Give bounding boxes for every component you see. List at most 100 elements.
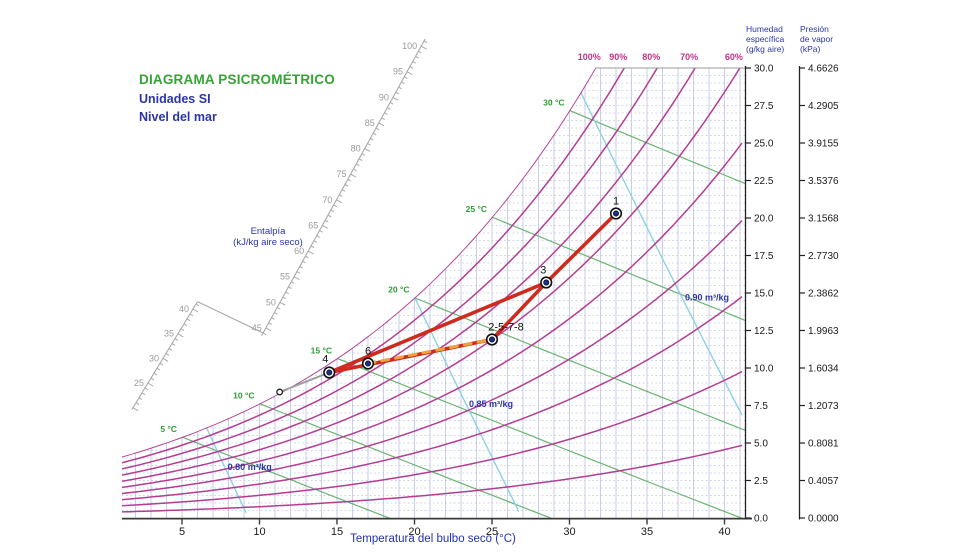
enthalpy-tick bbox=[183, 323, 188, 327]
enthalpy-tick bbox=[186, 318, 191, 322]
vapor-axis-tick-label: 2.3862 bbox=[808, 289, 839, 300]
enthalpy-tick bbox=[409, 66, 414, 69]
volume-label: 0.85 m³/kg bbox=[469, 399, 513, 409]
point-label-1: 1 bbox=[613, 196, 619, 208]
point-marker-inner bbox=[612, 210, 619, 217]
enthalpy-tick bbox=[398, 86, 402, 90]
vapor-axis-tick-label: 0.0000 bbox=[808, 514, 839, 525]
enthalpy-tick bbox=[341, 189, 346, 192]
humidity-axis-tick-label: 22.5 bbox=[754, 176, 774, 187]
humidity-axis-tick-label: 2.5 bbox=[754, 476, 768, 487]
enthalpy-scale-label: 100 bbox=[402, 41, 417, 51]
enthalpy-scale-label: 80 bbox=[351, 144, 361, 154]
point-marker-inner bbox=[543, 279, 550, 286]
enthalpy-scale-label: 50 bbox=[266, 297, 276, 307]
enthalpy-tick bbox=[138, 397, 143, 401]
enthalpy-tick bbox=[387, 107, 391, 110]
wet-bulb-label: 30 °C bbox=[543, 97, 564, 107]
vapor-axis-tick-label: 3.1568 bbox=[808, 214, 839, 225]
wet-bulb-line-5 bbox=[175, 434, 745, 518]
x-axis-tick-label: 35 bbox=[641, 526, 653, 538]
enthalpy-tick bbox=[353, 168, 357, 172]
volume-label: 0.80 m³/kg bbox=[228, 462, 272, 472]
enthalpy-tick bbox=[279, 301, 286, 306]
rh-curve-80 bbox=[122, 68, 681, 470]
chart-title: DIAGRAMA PSICROMÉTRICO bbox=[139, 72, 335, 87]
chart-subtitle-level: Nivel del mar bbox=[139, 110, 217, 124]
x-axis-label: Temperatura del bulbo seco (°C) bbox=[350, 533, 516, 545]
vapor-axis-tick-label: 1.9963 bbox=[808, 326, 839, 337]
enthalpy-tick bbox=[291, 281, 295, 284]
wet-bulb-line-15 bbox=[330, 355, 745, 518]
enthalpy-scale-label: 90 bbox=[379, 92, 389, 102]
enthalpy-tick bbox=[378, 122, 385, 127]
vapor-axis-tick-label: 1.2073 bbox=[808, 401, 839, 412]
enthalpy-tick bbox=[358, 158, 363, 161]
enthalpy-tick bbox=[285, 291, 289, 295]
humidity-axis-tick-label: 10.0 bbox=[754, 364, 774, 375]
enthalpy-tick bbox=[361, 153, 366, 156]
rh-curve-10 bbox=[122, 444, 743, 513]
humidity-axis: 30.0 27.5 25.0 22.5 20.0 17.5 15.0 12.5 10.0 7.5 5… bbox=[744, 64, 774, 525]
humidity-axis-header: Humedad específica (g/kg aire) bbox=[746, 24, 785, 54]
rh-label: 80% bbox=[642, 52, 660, 62]
enthalpy-tick bbox=[141, 392, 146, 396]
enthalpy-tick bbox=[310, 245, 315, 249]
process-line-1-3 bbox=[544, 211, 618, 285]
enthalpy-tick bbox=[135, 402, 140, 405]
curve-labels: 100% 90% 80% 70% 60% 5 °C 10 °C 15 °C 20 °C 25 °C… bbox=[160, 52, 743, 472]
vapor-axis-tick-label: 3.9155 bbox=[808, 139, 839, 150]
enthalpy-tick bbox=[153, 372, 158, 376]
enthalpy-tick bbox=[195, 303, 200, 307]
enthalpy-tick bbox=[299, 265, 304, 269]
enthalpy-tick bbox=[336, 199, 342, 204]
enthalpy-scale-label: 95 bbox=[393, 67, 403, 77]
point-label-4: 4 bbox=[322, 354, 328, 366]
enthalpy-tick bbox=[189, 313, 194, 317]
enthalpy-tick bbox=[420, 45, 427, 50]
enthalpy-axis-label: Entalpía (kJ/kg aire seco) bbox=[233, 226, 303, 248]
wet-bulb-line-30 bbox=[563, 107, 745, 186]
enthalpy-scale-label: 75 bbox=[337, 169, 347, 179]
enthalpy-tick bbox=[403, 76, 408, 79]
humidity-axis-tick-label: 0.0 bbox=[754, 514, 768, 525]
vapor-axis-tick-label: 3.5376 bbox=[808, 176, 839, 187]
wet-bulb-label: 25 °C bbox=[466, 204, 487, 214]
wet-bulb-label: 15 °C bbox=[311, 345, 332, 355]
enthalpy-tick bbox=[268, 322, 272, 325]
enthalpy-tick bbox=[412, 61, 417, 64]
humidity-axis-tick-label: 7.5 bbox=[754, 401, 768, 412]
rh-curve-20 bbox=[122, 370, 743, 507]
enthalpy-scale: 45 50 55 60 65 70 75 80 85 90 95 100 25 30 35 40 bbox=[131, 38, 428, 412]
enthalpy-scale-label: 55 bbox=[280, 272, 290, 282]
point-label-2-5-7-8: 2-5-7-8 bbox=[488, 322, 523, 334]
enthalpy-tick bbox=[330, 209, 335, 213]
enthalpy-tick bbox=[305, 255, 309, 259]
enthalpy-tick bbox=[333, 204, 337, 208]
enthalpy-tick bbox=[171, 343, 176, 346]
rh-curves bbox=[122, 68, 743, 513]
enthalpy-tick bbox=[282, 296, 287, 300]
x-axis-tick-label: 10 bbox=[253, 526, 265, 538]
rh-curve-50 bbox=[122, 142, 743, 489]
enthalpy-tick bbox=[375, 127, 380, 131]
enthalpy-tick bbox=[372, 132, 377, 136]
wet-bulb-label: 20 °C bbox=[388, 285, 409, 295]
humidity-axis-tick-label: 5.0 bbox=[754, 439, 768, 450]
enthalpy-tick bbox=[144, 387, 149, 391]
enthalpy-tick bbox=[316, 235, 320, 238]
enthalpy-scale-lower bbox=[131, 301, 198, 410]
rh-curve-30 bbox=[122, 296, 743, 501]
enthalpy-tick bbox=[395, 91, 400, 95]
enthalpy-tick bbox=[262, 332, 267, 336]
enthalpy-tick bbox=[265, 327, 272, 332]
enthalpy-tick bbox=[162, 357, 169, 362]
enthalpy-tick bbox=[406, 71, 413, 76]
humidity-axis-tick-label: 20.0 bbox=[754, 214, 774, 225]
enthalpy-scale-connector bbox=[197, 301, 264, 334]
point-marker-inner bbox=[364, 360, 371, 367]
enthalpy-tick bbox=[156, 367, 161, 371]
enthalpy-tick bbox=[384, 112, 388, 115]
